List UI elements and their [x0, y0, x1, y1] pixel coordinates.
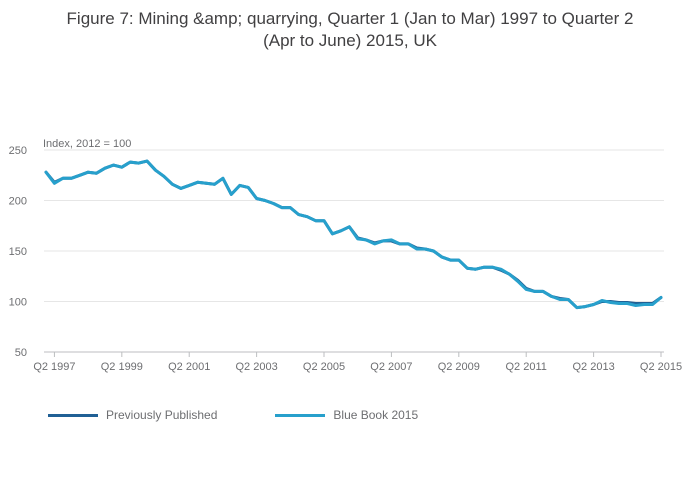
series-line-blue-book-2015[interactable] [44, 159, 663, 310]
legend-label-previously-published: Previously Published [106, 408, 218, 422]
x-tick-label: Q2 2003 [236, 361, 278, 373]
series-lines [44, 159, 663, 310]
y-tick-label-250: 250 [9, 145, 27, 157]
legend-item-blue-book-2015[interactable]: Blue Book 2015 [275, 408, 418, 422]
gridlines [44, 149, 664, 353]
x-tick-label: Q2 1997 [33, 361, 75, 373]
legend-swatch-blue-book-2015 [275, 413, 326, 417]
legend-item-previously-published[interactable]: Previously Published [48, 408, 217, 422]
x-tick-label: Q2 1999 [101, 361, 143, 373]
x-tick-label: Q2 2015 [640, 361, 682, 373]
y-tick-label-50: 50 [15, 347, 27, 359]
y-axis-ticks: 50 100 150 200 250 [9, 145, 27, 359]
chart-title-line-2: (Apr to June) 2015, UK [263, 31, 437, 50]
legend-label-blue-book-2015: Blue Book 2015 [333, 408, 419, 422]
x-tick-label: Q2 2005 [303, 361, 345, 373]
x-tick-label: Q2 2013 [573, 361, 615, 373]
x-axis-ticks: Q2 1997 Q2 1999 Q2 2001 Q2 2003 Q2 2005 Q2 20… [33, 352, 682, 373]
x-tick-label: Q2 2001 [168, 361, 210, 373]
y-tick-label-150: 150 [9, 246, 27, 258]
legend: Previously Published Blue Book 2015 [48, 408, 476, 422]
y-tick-label-200: 200 [9, 196, 27, 208]
y-axis-unit-label: Index, 2012 = 100 [43, 138, 131, 150]
x-tick-label: Q2 2007 [370, 361, 412, 373]
x-tick-label: Q2 2009 [438, 361, 480, 373]
chart-title: Figure 7: Mining &amp; quarrying, Quarte… [0, 8, 700, 52]
y-tick-label-100: 100 [9, 297, 27, 309]
chart-title-line-1: Figure 7: Mining &amp; quarrying, Quarte… [66, 9, 634, 28]
x-tick-label: Q2 2011 [506, 361, 547, 373]
legend-swatch-previously-published [48, 413, 98, 417]
